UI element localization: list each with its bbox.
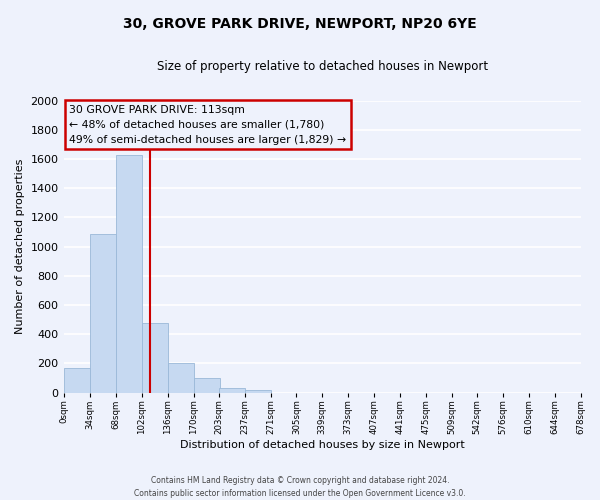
Bar [64, 368, 90, 392]
Bar [168, 364, 194, 392]
Bar [90, 234, 116, 392]
Title: Size of property relative to detached houses in Newport: Size of property relative to detached ho… [157, 60, 488, 73]
Bar [194, 378, 220, 392]
Bar [142, 324, 168, 392]
Bar [116, 154, 142, 392]
Text: 30, GROVE PARK DRIVE, NEWPORT, NP20 6YE: 30, GROVE PARK DRIVE, NEWPORT, NP20 6YE [123, 18, 477, 32]
Y-axis label: Number of detached properties: Number of detached properties [15, 159, 25, 334]
Text: Contains HM Land Registry data © Crown copyright and database right 2024.
Contai: Contains HM Land Registry data © Crown c… [134, 476, 466, 498]
Bar [219, 388, 245, 392]
Text: 30 GROVE PARK DRIVE: 113sqm
← 48% of detached houses are smaller (1,780)
49% of : 30 GROVE PARK DRIVE: 113sqm ← 48% of det… [70, 105, 347, 144]
Bar [245, 390, 271, 392]
X-axis label: Distribution of detached houses by size in Newport: Distribution of detached houses by size … [180, 440, 465, 450]
